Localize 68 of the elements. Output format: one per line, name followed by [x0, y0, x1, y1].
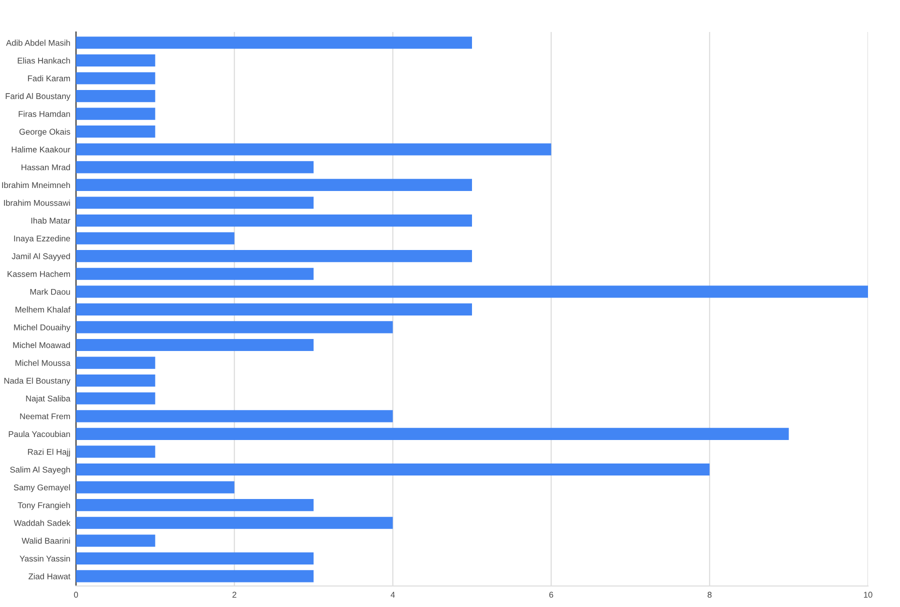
- y-tick-label: Firas Hamdan: [18, 110, 70, 117]
- y-tick-label: Razi El Hajj: [28, 448, 70, 456]
- bar: [76, 268, 314, 280]
- bar: [76, 126, 156, 138]
- bar: [76, 72, 156, 84]
- bar: [76, 250, 472, 262]
- bar: [76, 356, 156, 369]
- bar: [76, 428, 789, 440]
- y-tick-label: Ihab Matar: [31, 218, 70, 224]
- bar: [76, 143, 552, 156]
- y-tick-label: Jamil Al Sayyed: [12, 253, 70, 261]
- y-tick-label: Salim Al Sayegh: [10, 466, 70, 474]
- x-tick-label: 2: [232, 592, 236, 598]
- bar: [76, 463, 710, 476]
- bar: [76, 54, 156, 67]
- y-tick-label: Elias Hankach: [18, 57, 70, 64]
- y-tick-label: Michel Douaihy: [14, 324, 70, 332]
- y-tick-label: Hassan Mrad: [22, 164, 70, 170]
- y-tick-label: Ibrahim Mneimneh: [2, 182, 70, 188]
- y-tick-label: Halime Kaakour: [12, 146, 70, 152]
- bar: [76, 338, 314, 352]
- y-tick-label: Ziad Hawat: [28, 573, 70, 580]
- y-tick-label: Paula Yacoubian: [8, 430, 70, 438]
- y-tick-label: Walid Baarini: [22, 538, 70, 544]
- bar: [76, 232, 234, 244]
- bar: [76, 321, 393, 334]
- y-tick-label: Tony Frangieh: [18, 502, 70, 510]
- bar: [76, 108, 156, 120]
- x-tick-label: 10: [864, 592, 872, 598]
- y-tick-label: Michel Moussa: [16, 360, 70, 366]
- y-tick-label: Kassem Hachem: [8, 270, 70, 277]
- bar: [76, 534, 156, 547]
- y-tick-label: Najat Saliba: [26, 395, 70, 404]
- bar: [76, 374, 156, 387]
- bar: [76, 196, 314, 209]
- y-tick-label: Mark Daou: [30, 288, 70, 295]
- bar: [76, 392, 156, 404]
- y-tick-label: Yassin Yassin: [20, 555, 70, 562]
- x-tick-label: 6: [549, 592, 554, 598]
- y-tick-label: Ibrahim Moussawi: [4, 200, 70, 206]
- bar: [76, 214, 472, 227]
- bar: [76, 410, 393, 422]
- y-tick-label: Michel Moawad: [13, 342, 70, 348]
- bar: [76, 516, 393, 529]
- bar: [76, 90, 156, 102]
- y-tick-label: Nada El Boustany: [4, 378, 70, 386]
- y-tick-label: Fadi Karam: [28, 75, 70, 82]
- bar: [76, 570, 314, 582]
- x-tick-label: 4: [390, 592, 395, 598]
- bar: [76, 552, 314, 564]
- bar: [76, 303, 472, 316]
- y-tick-label: Melhem Khalaf: [16, 306, 70, 313]
- bar: [76, 178, 472, 191]
- y-tick-label: Inaya Ezzedine: [14, 235, 70, 244]
- x-tick-label: 0: [74, 592, 78, 598]
- bar: [76, 481, 234, 494]
- y-tick-label: Neemat Frem: [20, 413, 70, 420]
- bar: [76, 499, 314, 512]
- bar: [76, 161, 314, 174]
- y-tick-label: Samy Gemayel: [14, 484, 70, 492]
- y-tick-label: Farid Al Boustany: [6, 93, 70, 101]
- x-tick-label: 8: [708, 592, 712, 598]
- y-tick-label: George Okais: [19, 128, 70, 136]
- y-tick-label: Adib Abdel Masih: [6, 40, 70, 46]
- bar: [76, 36, 472, 49]
- y-tick-label: Waddah Sadek: [14, 520, 70, 526]
- bar: [76, 286, 868, 298]
- bar: [76, 446, 156, 458]
